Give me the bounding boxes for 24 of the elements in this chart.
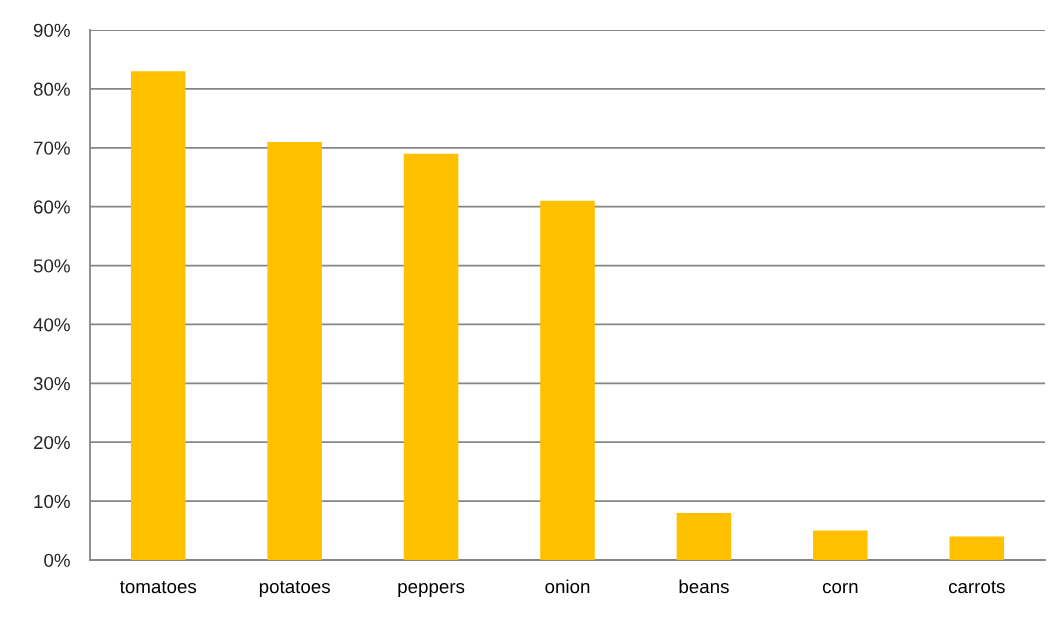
- y-tick-label: 20%: [33, 435, 70, 450]
- x-tick-label: potatoes: [259, 580, 330, 597]
- x-tick-label: carrots: [948, 580, 1005, 594]
- y-tick-label: 90%: [33, 23, 70, 37]
- y-tick-label: 0%: [44, 553, 70, 567]
- bar: [540, 200, 595, 560]
- y-tick-label: 80%: [33, 82, 70, 96]
- x-tick-label: beans: [679, 579, 729, 594]
- bar: [267, 141, 322, 560]
- x-tick-label: onion: [545, 579, 590, 594]
- y-tick-label: 30%: [33, 377, 70, 391]
- bar: [130, 71, 186, 560]
- bar: [403, 153, 459, 560]
- y-tick-label: 60%: [33, 200, 70, 214]
- y-tick-label: 50%: [33, 259, 70, 273]
- x-tick-label: tomatoes: [119, 580, 197, 594]
- y-tick-label: 40%: [33, 318, 70, 332]
- x-tick-label: peppers: [398, 582, 465, 597]
- y-tick-label: 70%: [33, 141, 70, 155]
- bar: [813, 530, 868, 560]
- bar: [676, 512, 732, 560]
- y-tick-label: 10%: [34, 494, 70, 509]
- x-tick-label: corn: [822, 582, 858, 594]
- bar: [949, 536, 1005, 560]
